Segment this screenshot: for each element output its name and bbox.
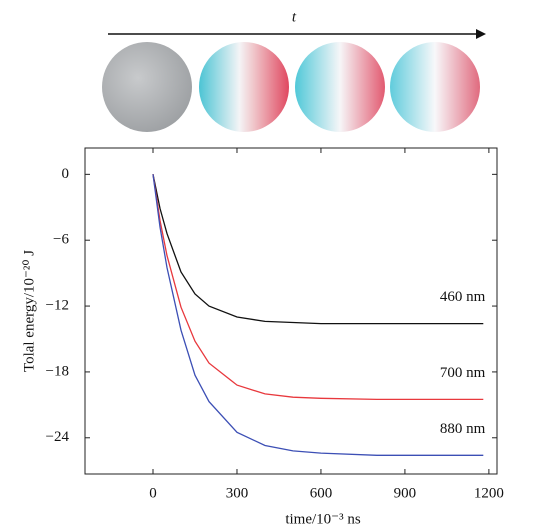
x-tick-label: 0 <box>149 485 157 501</box>
series-label: 880 nm <box>440 421 486 437</box>
series-line <box>152 174 484 325</box>
y-tick-label: −18 <box>46 363 69 379</box>
y-tick-label: 0 <box>62 166 70 182</box>
plot-frame <box>84 147 498 475</box>
x-axis-label: time/10⁻³ ns <box>285 511 360 527</box>
x-tick-label: 1200 <box>474 485 504 501</box>
arrow-label: t <box>292 9 297 25</box>
y-tick-label: −12 <box>46 297 69 313</box>
y-axis-label: Tolal energy/10⁻²⁰ J <box>21 250 37 372</box>
y-tick-label: −24 <box>46 429 70 445</box>
series-label: 460 nm <box>440 289 486 305</box>
sphere-image <box>390 42 480 132</box>
sphere-image <box>102 42 192 132</box>
arrow-head <box>476 29 486 39</box>
series-label: 700 nm <box>440 365 486 381</box>
sphere-image <box>295 42 385 132</box>
series-line <box>152 174 484 401</box>
series-line <box>152 174 484 456</box>
x-tick-label: 600 <box>310 485 333 501</box>
y-tick-label: −6 <box>53 232 69 248</box>
x-tick-label: 900 <box>394 485 417 501</box>
sphere-image <box>199 42 289 132</box>
x-tick-label: 300 <box>226 485 249 501</box>
